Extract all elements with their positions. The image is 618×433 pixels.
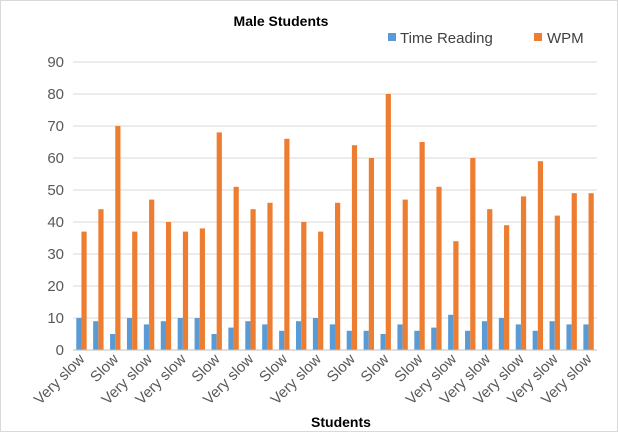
bar-time-reading [549, 321, 555, 350]
bar-wpm [301, 222, 307, 350]
bar-time-reading [431, 327, 437, 350]
x-axis-title: Students [311, 414, 371, 430]
bar-time-reading [481, 321, 488, 350]
legend-label-wpm: WPM [547, 30, 584, 47]
bar-time-reading [346, 330, 352, 350]
y-tick-label: 90 [47, 54, 64, 71]
bar-wpm [520, 196, 527, 350]
bar-wpm [115, 126, 121, 350]
bar-time-reading [465, 330, 471, 350]
bar-time-reading [532, 330, 538, 350]
bar-wpm [554, 215, 560, 350]
bar-time-reading [498, 318, 505, 350]
bar-wpm [165, 222, 172, 350]
bar-time-reading [448, 314, 454, 350]
x-tick-label: Very slow [31, 351, 89, 409]
bar-wpm [335, 202, 341, 350]
bar-wpm [98, 209, 104, 350]
bar-wpm [419, 142, 425, 350]
bar-wpm [351, 145, 358, 350]
y-tick-label: 40 [47, 214, 64, 231]
bar-wpm [504, 225, 510, 350]
y-tick-label: 70 [47, 118, 64, 135]
bar-time-reading [126, 318, 133, 350]
bar-wpm [453, 241, 459, 350]
bar-wpm [385, 94, 391, 350]
bar-time-reading [583, 324, 589, 350]
bar-time-reading [380, 334, 386, 350]
x-tick-label: Slow [324, 351, 359, 386]
bar-wpm [368, 158, 375, 350]
y-tick-label: 0 [56, 342, 64, 359]
y-tick-label: 60 [47, 150, 64, 167]
bar-time-reading [76, 318, 82, 350]
bar-time-reading [245, 321, 251, 350]
bar-wpm [267, 202, 273, 350]
chart-title: Male Students [234, 13, 329, 29]
bar-time-reading [194, 318, 200, 350]
bar-time-reading [143, 324, 150, 350]
bar-wpm [588, 193, 594, 350]
bar-wpm [436, 186, 442, 350]
bar-wpm [233, 186, 239, 350]
y-tick-label: 30 [47, 246, 64, 263]
bar-wpm [149, 199, 155, 350]
bar-time-reading [110, 334, 116, 350]
bar-time-reading [414, 330, 420, 350]
bar-time-reading [295, 321, 302, 350]
y-tick-label: 10 [47, 310, 64, 327]
bar-wpm [81, 231, 87, 350]
bar-wpm [487, 209, 493, 350]
y-tick-label: 80 [47, 86, 64, 103]
bar-wpm [402, 199, 408, 350]
bar-wpm [470, 158, 476, 350]
legend-label-time-reading: Time Reading [400, 30, 493, 47]
bar-time-reading [566, 324, 572, 350]
bar-wpm [199, 228, 205, 350]
bar-wpm [537, 161, 544, 350]
bar-wpm [318, 231, 324, 350]
bar-time-reading [363, 330, 369, 350]
gridlines [73, 61, 597, 319]
bar-wpm [284, 138, 290, 350]
bar-time-reading [312, 318, 319, 350]
bar-time-reading [329, 324, 335, 350]
legend: Time Reading WPM [388, 30, 584, 47]
bar-time-reading [93, 321, 99, 350]
bar-time-reading [177, 318, 183, 350]
bar-time-reading [397, 324, 403, 350]
bar-time-reading [211, 334, 217, 350]
bar-time-reading [262, 324, 268, 350]
bars [76, 94, 594, 350]
bar-wpm [182, 231, 189, 350]
bar-wpm [250, 209, 256, 350]
legend-swatch-wpm [534, 33, 542, 41]
legend-swatch-time-reading [388, 33, 396, 41]
bar-time-reading [279, 330, 285, 350]
y-tick-label: 20 [47, 278, 64, 295]
y-tick-label: 50 [47, 182, 64, 199]
bar-wpm [571, 193, 577, 350]
bar-time-reading [228, 327, 234, 350]
bar-time-reading [515, 324, 521, 350]
y-axis-ticks: 0 10 20 30 40 50 60 70 80 90 [47, 54, 64, 359]
x-tick-label: Slow [358, 351, 393, 386]
bar-wpm [132, 231, 138, 350]
bar-time-reading [160, 321, 166, 350]
bar-wpm [216, 132, 222, 350]
